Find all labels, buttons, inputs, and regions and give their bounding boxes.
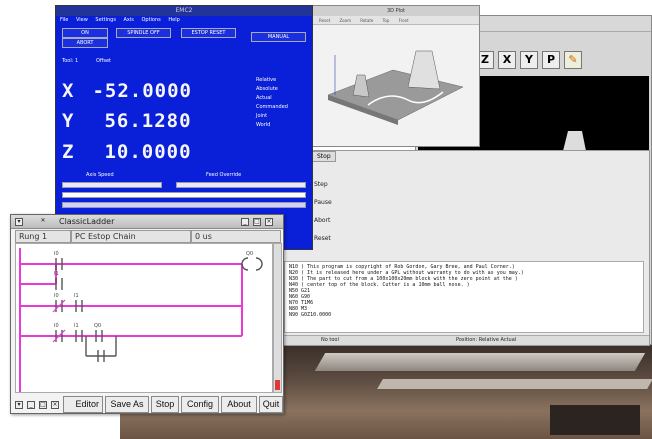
svg-text:Q0: Q0	[94, 323, 101, 329]
option-relative[interactable]: Relative	[256, 77, 277, 83]
machine-rail	[314, 353, 646, 371]
gcode-line: N30 ( The part to cut from a 100x100x20m…	[289, 276, 518, 282]
rung-time: 0 us	[191, 230, 281, 243]
minimize-icon[interactable]: _	[241, 218, 249, 226]
window-title: ClassicLadder	[59, 217, 115, 226]
plot-window: 3D Plot Reset Zoom Rotate Top Front	[312, 5, 480, 147]
axis-speed-slider[interactable]	[62, 182, 162, 188]
gcode-listing[interactable]: N10 ( This program is copyright of Rob G…	[284, 261, 644, 333]
status-bar: No tool Position: Relative Actual	[276, 335, 649, 345]
option-commanded[interactable]: Commanded	[256, 104, 288, 110]
preview-toolbar: Z X Y P ✎	[476, 51, 582, 69]
ladder-button-bar: ▾ _ □ × Editor Save As Stop Config About…	[11, 395, 283, 415]
program-progress	[62, 202, 306, 208]
manual-button[interactable]: MANUAL	[251, 32, 306, 42]
offset-label: Offset	[96, 58, 112, 64]
y-readout: Y 56.1280	[62, 110, 192, 132]
z-value: 10.0000	[104, 141, 192, 163]
machine-block	[550, 405, 640, 435]
program-window: Stop Step Pause Abort Reset N10 ( This p…	[275, 150, 650, 346]
gcode-line: N20 ( It is released here under a GPL wi…	[289, 270, 524, 276]
machine-rail-lower	[377, 379, 652, 389]
on-button[interactable]: ON	[62, 28, 108, 38]
y-value: 56.1280	[104, 110, 192, 132]
ladder-titlebar[interactable]: ▾ ✕ ClassicLadder _ □ ×	[11, 215, 283, 229]
feed-override-slider[interactable]	[176, 182, 306, 188]
option-actual[interactable]: Actual	[256, 95, 272, 101]
tab-stop[interactable]: Stop	[312, 151, 336, 162]
svg-text:I0: I0	[54, 251, 59, 257]
window-menu-icon[interactable]: ▾	[15, 218, 23, 226]
gcode-line: N10 ( This program is copyright of Rob G…	[289, 264, 515, 270]
svg-text:I0: I0	[54, 293, 59, 299]
app-icon: ✕	[40, 217, 46, 224]
y-axis-label: Y	[62, 110, 75, 132]
close-icon[interactable]: ×	[265, 218, 273, 226]
about-button[interactable]: About	[221, 396, 257, 413]
spindle-off-button[interactable]: SPINDLE OFF	[116, 28, 171, 38]
z-readout: Z 10.0000	[62, 141, 192, 163]
gcode-line: N50 G21	[289, 288, 311, 294]
svg-text:I1: I1	[74, 293, 79, 299]
clear-icon[interactable]: ✎	[564, 51, 582, 69]
x-value: -52.0000	[92, 80, 192, 102]
editor-button[interactable]: Editor	[63, 396, 103, 413]
plot-titlebar[interactable]: 3D Plot	[313, 6, 479, 16]
gcode-line: N40 ( center top of the block. Cutter is…	[289, 282, 470, 288]
gcode-line: N60 G90	[289, 294, 311, 300]
ladder-diagram: I0 I1 I0 I1 I0 I1 Q0 Q0	[19, 248, 263, 392]
option-world[interactable]: World	[256, 122, 271, 128]
option-absolute[interactable]: Absolute	[256, 86, 278, 92]
estop-reset-button[interactable]: ESTOP RESET	[181, 28, 236, 38]
rung-header: Rung 1 PC Estop Chain 0 us	[15, 230, 281, 243]
rung-name: Rung 1	[15, 230, 71, 243]
program-tabs: Stop	[312, 151, 336, 162]
view-y-button[interactable]: Y	[520, 51, 538, 69]
option-joint[interactable]: Joint	[256, 113, 268, 119]
pause-label[interactable]: Pause	[314, 199, 332, 206]
gcode-line: N90 G0Z10.0000	[289, 312, 332, 318]
vertical-scrollbar[interactable]	[273, 243, 282, 393]
feed-override-label: Feed Override	[206, 172, 242, 178]
x-readout: X -52.0000	[62, 80, 192, 102]
view-x-button[interactable]: X	[498, 51, 516, 69]
abort-button[interactable]: ABORT	[62, 38, 108, 48]
emc-titlebar[interactable]: EMC2	[56, 6, 312, 16]
abort-label[interactable]: Abort	[314, 217, 331, 224]
x-axis-label: X	[62, 80, 75, 102]
status-tool: No tool	[321, 337, 339, 343]
config-button[interactable]: Config	[181, 396, 219, 413]
gcode-line: N80 M3	[289, 306, 308, 312]
svg-text:I0: I0	[54, 323, 59, 329]
emc-window: EMC2 File View Settings Axis Options Hel…	[55, 5, 313, 250]
maximize-icon[interactable]: □	[253, 218, 261, 226]
maximize-icon-bottom[interactable]: □	[39, 401, 47, 409]
surface-plot	[327, 50, 464, 125]
scroll-thumb[interactable]	[275, 380, 280, 390]
quit-button[interactable]: Quit	[259, 396, 283, 413]
tool-label: Tool: 1	[62, 58, 79, 64]
ladder-window: ▾ ✕ ClassicLadder _ □ × Rung 1 PC Estop …	[10, 214, 284, 414]
axis-speed-label: Axis Speed	[86, 172, 114, 178]
svg-text:I1: I1	[74, 323, 79, 329]
gcode-line: N70 T1M6	[289, 300, 314, 306]
menu-icon[interactable]: ▾	[15, 401, 23, 409]
svg-text:Q0: Q0	[246, 251, 253, 257]
stop-button[interactable]: Stop	[151, 396, 179, 413]
plot-toolbar[interactable]: Reset Zoom Rotate Top Front	[313, 16, 479, 25]
status-position: Position: Relative Actual	[456, 337, 517, 343]
emc-menubar[interactable]: File View Settings Axis Options Help	[60, 17, 180, 23]
mdi-input[interactable]	[62, 192, 306, 198]
view-p-button[interactable]: P	[542, 51, 560, 69]
rung-comment: PC Estop Chain	[71, 230, 191, 243]
close-icon-bottom[interactable]: ×	[51, 401, 59, 409]
svg-text:I1: I1	[54, 271, 59, 277]
step-label[interactable]: Step	[314, 181, 328, 188]
ladder-canvas[interactable]: I0 I1 I0 I1 I0 I1 Q0 Q0	[15, 243, 273, 393]
coord-options: Relative Absolute Actual Commanded Joint…	[256, 76, 308, 130]
save-as-button[interactable]: Save As	[105, 396, 149, 413]
reset-label[interactable]: Reset	[314, 235, 331, 242]
z-axis-label: Z	[62, 141, 75, 163]
minimize-icon-bottom[interactable]: _	[27, 401, 35, 409]
